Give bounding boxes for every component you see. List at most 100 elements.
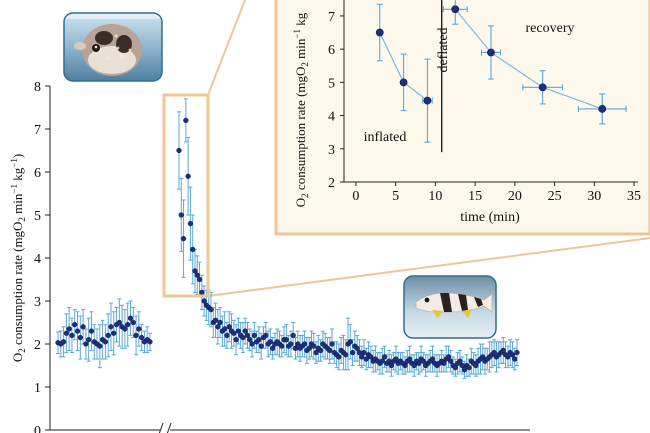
main-data-point xyxy=(83,341,89,347)
main-data-point xyxy=(480,354,486,360)
main-data-point xyxy=(407,356,413,362)
main-data-point xyxy=(359,354,365,360)
main-data-point xyxy=(500,347,506,354)
main-data-point xyxy=(313,349,319,356)
main-data-point xyxy=(347,339,353,345)
main-data-point xyxy=(60,339,67,345)
main-data-point xyxy=(269,345,276,351)
inset-y-tick-label: 2 xyxy=(328,176,335,191)
inset-x-tick-label: 5 xyxy=(392,189,399,204)
main-data-point xyxy=(199,289,205,296)
main-data-point xyxy=(459,362,465,369)
deflated-annotation: deflated xyxy=(436,27,451,72)
main-data-point xyxy=(429,356,436,362)
main-data-point xyxy=(388,362,395,369)
main-data-point xyxy=(349,349,356,356)
main-data-point xyxy=(235,328,242,334)
main-y-axis: 0 1 2 3 4 5 6 7 8 xyxy=(34,80,51,433)
main-data-point xyxy=(130,319,136,326)
main-data-point xyxy=(86,337,92,343)
main-data-point xyxy=(368,354,374,360)
main-data-point xyxy=(258,343,264,349)
main-data-point xyxy=(473,362,479,369)
main-data-point xyxy=(363,356,369,362)
main-data-point xyxy=(208,306,214,313)
main-data-point xyxy=(212,317,219,324)
main-data-point xyxy=(133,332,139,339)
main-data-point xyxy=(80,324,86,330)
inset-y-tick-label: 7 xyxy=(328,10,335,25)
main-y-axis-label: O2 consumption rate (mgO2 min−1 kg−1) xyxy=(9,154,27,362)
inset-plot: 0 5 10 15 20 25 30 35 2 3 4 5 6 7 inflated deflated r… xyxy=(274,0,650,236)
main-data-point xyxy=(178,212,184,218)
main-data-point xyxy=(187,220,194,227)
main-data-point xyxy=(295,341,301,347)
main-data-point xyxy=(306,345,312,351)
main-data-point xyxy=(77,334,83,341)
main-data-point xyxy=(97,343,103,349)
main-data-point xyxy=(509,352,516,358)
main-data-point xyxy=(457,358,463,364)
main-data-point xyxy=(138,334,145,341)
main-data-point xyxy=(329,341,335,347)
inset-x-tick-label: 15 xyxy=(468,189,482,204)
main-data-point xyxy=(336,354,342,360)
main-data-point xyxy=(441,360,447,367)
inset-connector-line xyxy=(454,8,603,110)
main-data-point xyxy=(176,147,182,154)
deflated-pufferfish-photo xyxy=(403,275,497,339)
inset-data-point xyxy=(423,96,432,105)
main-data-point xyxy=(180,236,187,242)
main-data-point xyxy=(290,332,296,339)
inset-y-tick-label: 5 xyxy=(328,76,335,91)
main-data-point xyxy=(402,362,408,369)
main-data-point xyxy=(192,268,198,274)
main-data-point xyxy=(361,349,367,356)
main-data-point xyxy=(190,246,196,253)
main-data-point xyxy=(108,324,114,330)
main-data-point xyxy=(69,332,75,339)
main-y-tick-label: 7 xyxy=(34,123,41,138)
main-data-point xyxy=(452,365,458,371)
main-y-tick-label: 2 xyxy=(34,338,41,353)
main-data-point xyxy=(356,349,363,356)
main-data-point xyxy=(233,337,239,343)
main-data-point xyxy=(416,360,422,367)
main-data-point xyxy=(381,354,388,360)
main-data-point xyxy=(72,322,78,328)
main-data-point xyxy=(105,332,111,339)
main-data-point xyxy=(514,349,520,356)
main-data-point xyxy=(102,339,109,345)
main-data-point xyxy=(491,349,497,356)
main-data-point xyxy=(327,347,333,354)
inset-background xyxy=(274,0,650,236)
main-data-point xyxy=(288,341,294,347)
main-data-point xyxy=(242,328,248,334)
inset-y-tick-label: 4 xyxy=(328,110,335,125)
inset-x-tick-label: 35 xyxy=(627,189,641,204)
main-data-point xyxy=(256,337,262,343)
main-data-point xyxy=(420,358,427,364)
main-data-point xyxy=(461,367,468,373)
main-data-point xyxy=(251,332,258,339)
main-data-point xyxy=(127,315,134,321)
main-data-point xyxy=(354,345,360,351)
main-data-point xyxy=(445,354,452,360)
main-data-point xyxy=(183,117,189,124)
main-data-point xyxy=(185,173,191,179)
inset-y-axis-label: O2 consumption rate (mgO2 min−1 kg xyxy=(292,12,310,207)
inset-data-point xyxy=(375,28,384,37)
main-data-point xyxy=(448,358,454,364)
main-data-point xyxy=(311,343,317,349)
inset-axes: 0 5 10 15 20 25 30 35 2 3 4 5 6 7 xyxy=(328,0,641,204)
inset-x-tick-label: 0 xyxy=(352,189,359,204)
main-data-point xyxy=(393,356,399,362)
inset-data-point xyxy=(399,78,408,87)
main-data-point xyxy=(379,358,385,364)
main-y-tick-label: 1 xyxy=(34,381,41,396)
main-data-point xyxy=(386,358,392,364)
zoom-connector-top xyxy=(207,0,246,96)
inset-x-tick-label: 20 xyxy=(508,189,522,204)
zoom-connector-bottom xyxy=(207,237,650,297)
